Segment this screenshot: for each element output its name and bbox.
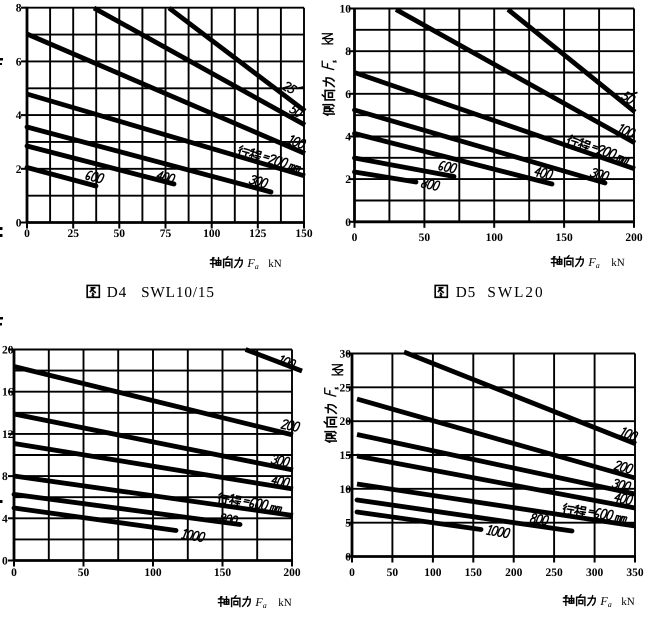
svg-text:6: 6: [16, 56, 22, 68]
svg-text:0: 0: [24, 228, 30, 240]
svg-text:25: 25: [340, 382, 352, 394]
svg-text:2: 2: [16, 164, 22, 176]
svg-text:8: 8: [16, 3, 22, 15]
svg-text:0: 0: [345, 552, 351, 564]
svg-text:4: 4: [16, 110, 22, 122]
svg-text:100: 100: [486, 232, 504, 244]
svg-text:25: 25: [67, 228, 79, 240]
svg-text:0: 0: [16, 218, 22, 230]
svg-text:SWL10/15: SWL10/15: [141, 284, 215, 301]
svg-text:200: 200: [625, 232, 643, 244]
svg-text:150: 150: [295, 228, 313, 240]
svg-text:150: 150: [214, 567, 232, 579]
svg-text:D5: D5: [456, 284, 477, 301]
svg-text:0: 0: [352, 232, 358, 244]
svg-text:75: 75: [160, 228, 172, 240]
svg-text:D4: D4: [107, 284, 128, 301]
svg-text:50: 50: [387, 567, 399, 579]
svg-text:4: 4: [345, 132, 351, 144]
svg-text:kN: kN: [611, 257, 625, 269]
svg-text:0: 0: [11, 567, 17, 579]
svg-text:50: 50: [419, 232, 431, 244]
svg-text:8: 8: [2, 471, 8, 483]
svg-text:16: 16: [2, 387, 14, 399]
svg-text:125: 125: [249, 228, 267, 240]
svg-text:4: 4: [2, 513, 8, 525]
svg-text:6: 6: [345, 89, 351, 101]
svg-text:0: 0: [349, 567, 355, 579]
svg-text:30: 30: [340, 349, 352, 361]
svg-text:0: 0: [345, 217, 351, 229]
svg-text:200: 200: [283, 567, 301, 579]
svg-text:10: 10: [340, 484, 352, 496]
svg-text:kN: kN: [278, 597, 292, 609]
svg-text:SWL20: SWL20: [487, 284, 544, 301]
svg-text:100: 100: [424, 567, 442, 579]
svg-text:5: 5: [345, 518, 351, 530]
svg-text:8: 8: [345, 46, 351, 58]
svg-text:10: 10: [340, 4, 352, 16]
svg-text:250: 250: [545, 567, 563, 579]
svg-text:300: 300: [586, 567, 604, 579]
svg-text:100: 100: [144, 567, 162, 579]
svg-text:20: 20: [2, 345, 14, 357]
svg-text:100: 100: [203, 228, 221, 240]
svg-text:350: 350: [626, 567, 644, 579]
svg-text:50: 50: [78, 567, 90, 579]
svg-text:kN: kN: [621, 596, 635, 608]
svg-text:0: 0: [2, 556, 8, 568]
svg-text:150: 150: [555, 232, 573, 244]
svg-text:2: 2: [345, 174, 351, 186]
svg-text:12: 12: [2, 429, 14, 441]
svg-text:200: 200: [505, 567, 523, 579]
svg-text:15: 15: [340, 450, 352, 462]
svg-text:kN: kN: [268, 258, 282, 270]
svg-text:50: 50: [114, 228, 126, 240]
svg-text:150: 150: [465, 567, 483, 579]
svg-text:20: 20: [340, 416, 352, 428]
